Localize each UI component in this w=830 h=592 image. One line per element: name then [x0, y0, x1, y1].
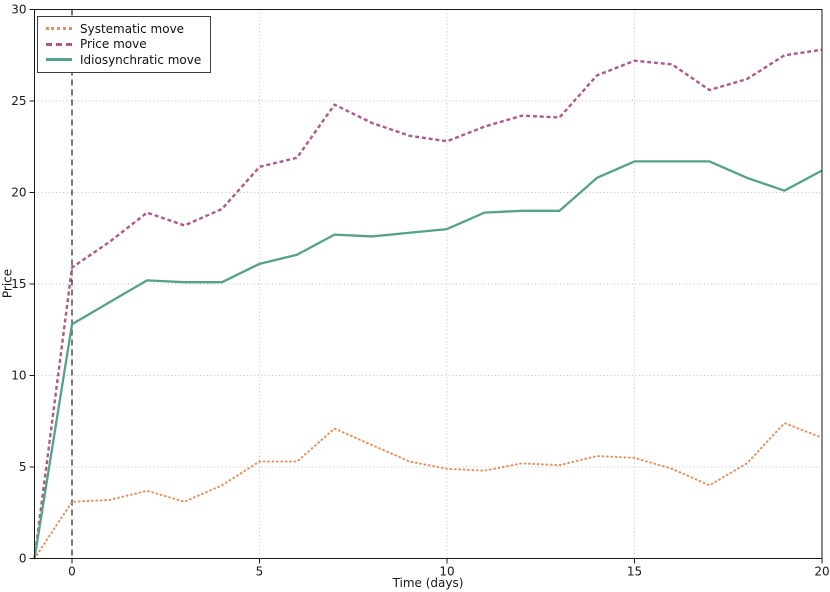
x-tick-label: 10	[439, 565, 454, 579]
legend-label: Price move	[80, 37, 147, 52]
x-tick-label: 15	[627, 565, 642, 579]
idiosynchratic-line-sample-icon	[46, 58, 72, 62]
y-tick-label: 20	[11, 186, 26, 200]
x-tick-label: 5	[256, 565, 264, 579]
legend-label: Idiosynchratic move	[80, 52, 202, 67]
y-tick-label: 25	[11, 94, 26, 108]
legend-item-idiosynchratic-move: Idiosynchratic move	[46, 52, 201, 68]
systematic-line-sample-icon	[46, 27, 72, 31]
y-tick-label: 30	[11, 3, 26, 17]
y-tick-label: 10	[11, 369, 26, 383]
legend: Systematic move Price move Idiosynchrati…	[37, 16, 212, 73]
series-systematic-move	[33, 422, 823, 560]
series-price-move	[33, 48, 823, 559]
legend-item-price-move: Price move	[46, 37, 201, 53]
y-tick-label: 5	[19, 460, 27, 474]
y-tick-label: 0	[19, 552, 27, 566]
axes-border	[34, 9, 823, 559]
x-axis-label: Time (days)	[392, 576, 464, 590]
x-tick-label: 0	[68, 565, 76, 579]
legend-item-systematic-move: Systematic move	[46, 21, 201, 37]
x-tick-label: 20	[814, 565, 829, 579]
price-line-sample-icon	[46, 42, 72, 46]
legend-label: Systematic move	[80, 21, 185, 36]
series-idiosynchratic-move	[33, 160, 823, 559]
y-tick-label: 15	[11, 277, 26, 291]
y-axis-label: Price	[0, 268, 15, 299]
